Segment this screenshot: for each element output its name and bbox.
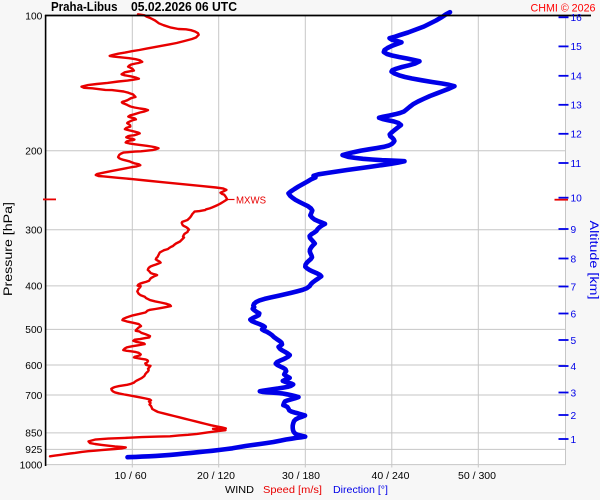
svg-text:200: 200 <box>25 147 42 158</box>
svg-text:5: 5 <box>571 336 577 347</box>
svg-text:20 / 120: 20 / 120 <box>197 470 235 482</box>
svg-text:16: 16 <box>571 13 583 24</box>
svg-text:600: 600 <box>25 361 42 372</box>
svg-text:500: 500 <box>25 325 42 336</box>
svg-text:15: 15 <box>571 42 583 53</box>
svg-text:50 / 300: 50 / 300 <box>458 470 496 482</box>
svg-text:850: 850 <box>25 429 42 440</box>
svg-text:Praha-Libus: Praha-Libus <box>51 0 118 14</box>
svg-text:7: 7 <box>571 282 577 293</box>
svg-text:2: 2 <box>571 411 577 422</box>
svg-text:Pressure [hPa]: Pressure [hPa] <box>3 202 15 296</box>
svg-text:12: 12 <box>571 130 583 141</box>
svg-text:10: 10 <box>571 194 583 205</box>
svg-text:Direction [°]: Direction [°] <box>333 484 388 496</box>
svg-text:4: 4 <box>571 362 577 373</box>
svg-text:30 / 180: 30 / 180 <box>282 470 320 482</box>
svg-text:1000: 1000 <box>20 460 43 471</box>
svg-text:300: 300 <box>25 226 42 237</box>
svg-text:6: 6 <box>571 309 577 320</box>
svg-text:1: 1 <box>571 435 577 446</box>
svg-text:Altitude [km]: Altitude [km] <box>587 221 599 300</box>
svg-text:MXWS: MXWS <box>236 196 266 207</box>
svg-text:40 / 240: 40 / 240 <box>372 470 410 482</box>
svg-text:3: 3 <box>571 388 577 399</box>
svg-text:10 / 60: 10 / 60 <box>114 470 146 482</box>
svg-text:400: 400 <box>25 282 42 293</box>
svg-text:05.02.2026 06 UTC: 05.02.2026 06 UTC <box>131 0 237 14</box>
svg-text:9: 9 <box>571 225 577 236</box>
svg-text:8: 8 <box>571 254 577 265</box>
svg-text:Speed [m/s]: Speed [m/s] <box>263 484 322 496</box>
svg-text:700: 700 <box>25 391 42 402</box>
svg-text:13: 13 <box>571 101 583 112</box>
svg-text:11: 11 <box>571 159 582 170</box>
svg-text:14: 14 <box>571 72 583 83</box>
svg-text:925: 925 <box>25 445 42 456</box>
svg-text:CHMI © 2026: CHMI © 2026 <box>531 2 596 14</box>
svg-text:100: 100 <box>25 11 42 22</box>
svg-text:WIND: WIND <box>225 484 254 496</box>
